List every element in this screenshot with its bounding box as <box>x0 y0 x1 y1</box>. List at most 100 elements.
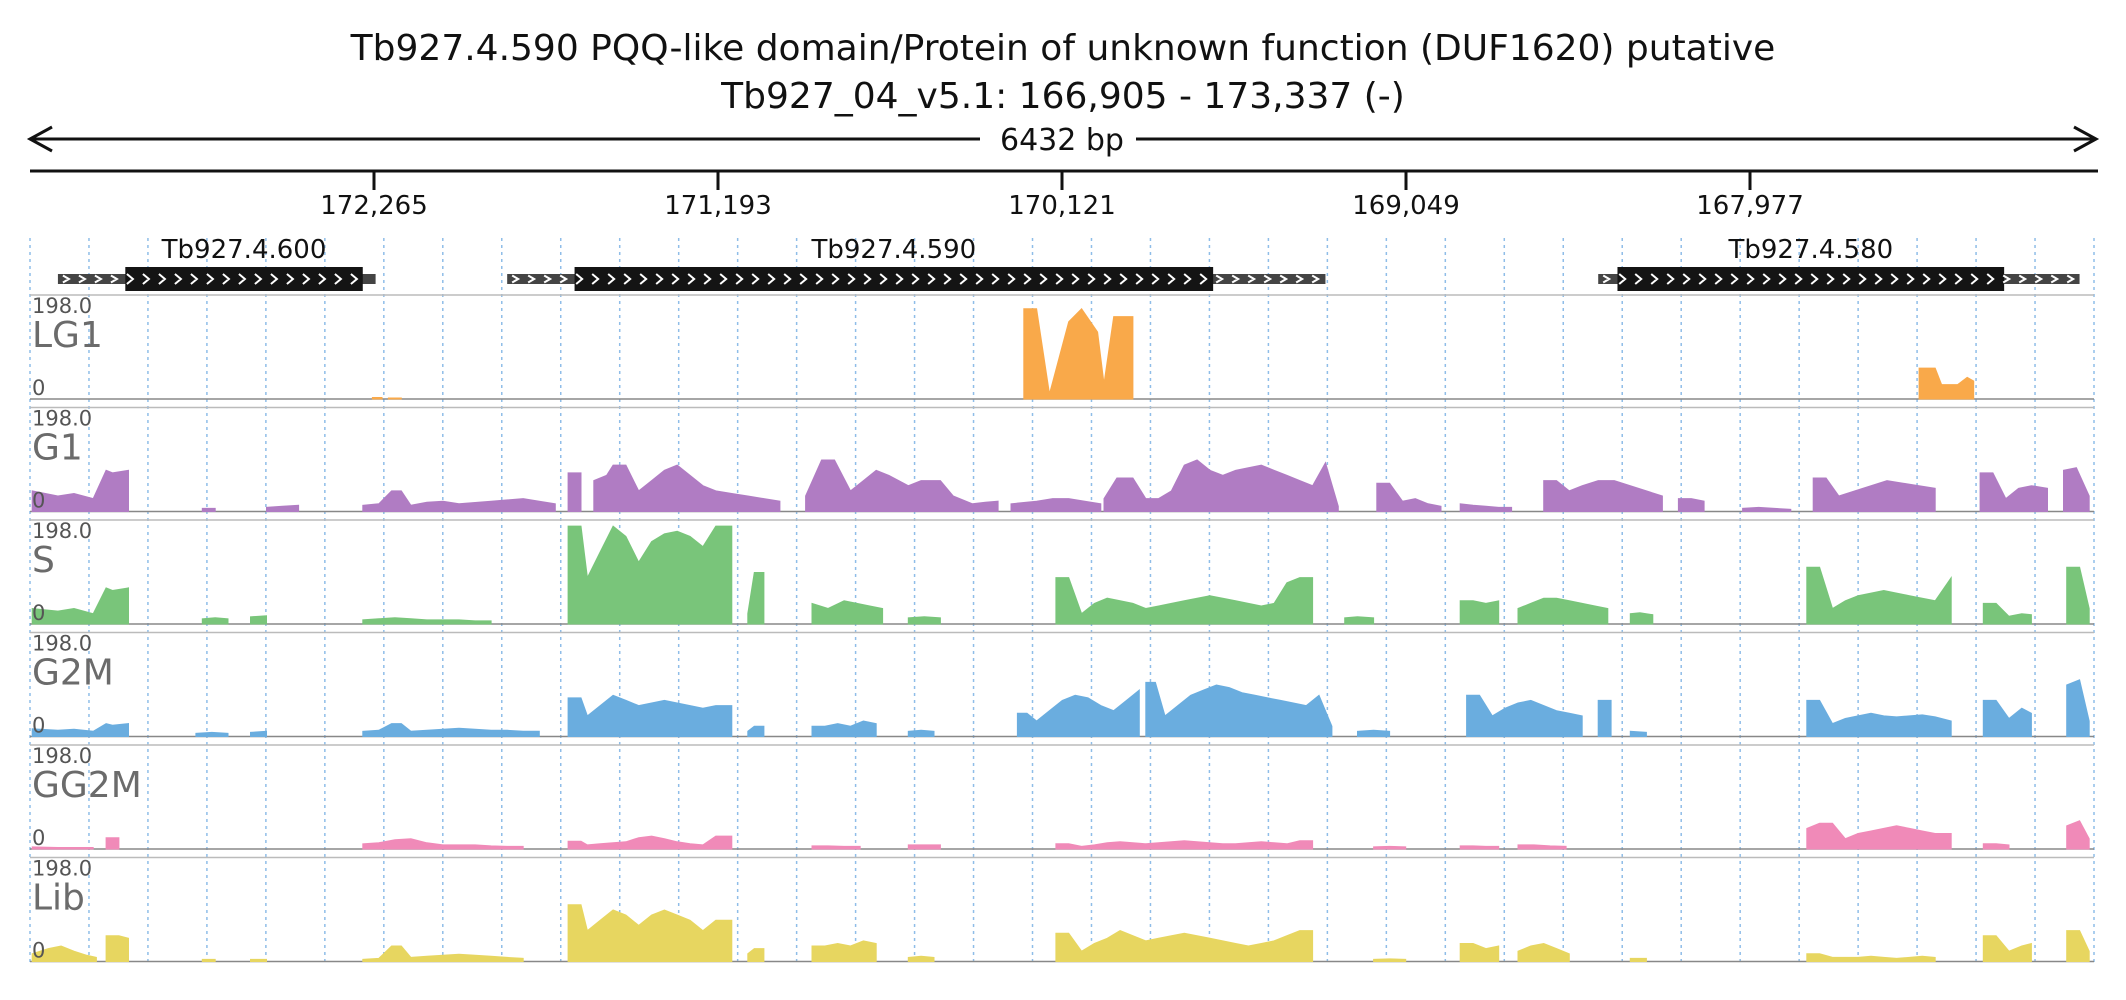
ruler-tick-label: 169,049 <box>1352 191 1460 221</box>
track-ymax-label: 198.0 <box>32 632 92 656</box>
track-name: G1 <box>32 428 83 469</box>
coverage-segment <box>250 615 267 625</box>
track-ymax-label: 198.0 <box>32 857 92 881</box>
track-ymin-label: 0 <box>32 826 45 850</box>
track-name: Lib <box>32 878 85 919</box>
track-ymin-label: 0 <box>32 489 45 513</box>
coverage-segment <box>1979 472 2048 512</box>
gene-strand-arrows <box>62 273 359 285</box>
coverage-segment <box>907 844 941 850</box>
coverage-segment <box>1459 503 1513 512</box>
coverage-segment <box>1677 498 1705 512</box>
coverage-segment <box>1010 498 1102 512</box>
figure-title: Tb927.4.590 PQQ-like domain/Protein of u… <box>350 28 1776 69</box>
coverage-segment <box>362 838 524 850</box>
track-ymin-label: 0 <box>32 939 45 963</box>
coverage-segment <box>1373 845 1407 850</box>
coverage-segment <box>805 459 999 512</box>
coverage-segment <box>31 945 97 962</box>
coverage-segment <box>811 600 884 625</box>
coverage-segment <box>1357 729 1391 737</box>
coverage-segment <box>1543 480 1663 512</box>
coverage-segment <box>1982 602 2032 625</box>
track-ymax-label: 198.0 <box>32 519 92 543</box>
coverage-segment <box>201 507 216 512</box>
coverage-segment <box>1806 822 1952 850</box>
coverage-segment <box>1023 308 1134 400</box>
coverage-segment <box>201 617 229 625</box>
coverage-segment <box>1376 482 1442 512</box>
track-s: 198.0 0 S <box>30 519 2094 625</box>
coverage-segment <box>811 845 861 850</box>
coverage-segment <box>1016 689 1140 737</box>
coverage-segment <box>567 472 582 512</box>
gene-strand-arrows <box>511 273 1321 285</box>
track-ymin-label: 0 <box>32 601 45 625</box>
gene-strand-arrows <box>1602 273 2076 285</box>
coverage-segment <box>1597 699 1612 737</box>
coverage-segment <box>747 948 765 962</box>
coverage-segment <box>31 723 129 737</box>
coverage-segment <box>567 835 733 850</box>
coverage-segment <box>2066 566 2090 625</box>
coverage-segment <box>2066 930 2090 962</box>
span-length-label: 6432 bp <box>1000 123 1124 158</box>
span-arrow <box>26 125 2100 153</box>
coverage-segment <box>1629 957 1647 962</box>
ruler-tick-label: 171,193 <box>664 191 772 221</box>
track-name: G2M <box>32 653 114 694</box>
coverage-segment <box>907 955 935 962</box>
track-gg2m: 198.0 0 GG2M <box>30 744 2094 850</box>
coverage-segment <box>1517 597 1609 625</box>
track-name: S <box>32 540 55 581</box>
coverage-tracks: 198.00LG1198.00G1198.00S198.00G2M198.00G… <box>30 294 2094 963</box>
gene-label: Tb927.4.590 <box>810 235 976 265</box>
coverage-segment <box>1373 958 1407 962</box>
track-lg1: 198.0 0 LG1 <box>30 294 2094 400</box>
track-name: GG2M <box>32 765 142 806</box>
track-g2m: 198.0 0 G2M <box>30 632 2094 738</box>
coverage-segment <box>747 572 765 625</box>
coverage-segment <box>105 935 129 962</box>
track-ymax-label: 198.0 <box>32 744 92 768</box>
gene-cds <box>574 267 1214 291</box>
coverage-segment <box>1982 699 2032 737</box>
figure-subtitle: Tb927_04_v5.1: 166,905 - 173,337 (-) <box>720 76 1405 117</box>
coverage-segment <box>362 617 492 625</box>
track-ymin-label: 0 <box>32 376 45 400</box>
ruler-ticks: 172,265 171,193 170,121 169,049 167,977 <box>320 171 1804 221</box>
ruler-tick-label: 167,977 <box>1696 191 1804 221</box>
coverage-segment <box>250 730 267 737</box>
coverage-segment <box>201 958 216 962</box>
coverage-segment <box>1806 953 1936 962</box>
coverage-segment <box>362 490 556 512</box>
coverage-segment <box>1629 730 1647 737</box>
coverage-segment <box>567 904 733 962</box>
coverage-segment <box>2066 820 2090 850</box>
coverage-segment <box>250 958 267 962</box>
coverage-segment <box>1806 566 1952 625</box>
coverage-segment <box>362 945 524 962</box>
coverage-segment <box>1055 840 1314 850</box>
coverage-segment <box>811 720 877 737</box>
ruler-tick-label: 170,121 <box>1008 191 1116 221</box>
coverage-segment <box>2066 679 2090 737</box>
coverage-segment <box>747 725 765 737</box>
coverage-segment <box>593 464 781 512</box>
coverage-segment <box>567 525 733 625</box>
coverage-segment <box>1459 845 1500 850</box>
gene-label: Tb927.4.580 <box>1727 235 1893 265</box>
gene-cds <box>1617 267 2005 291</box>
gene-annotation-track: Tb927.4.600 Tb927.4.590 Tb927.4.580 <box>57 235 2080 291</box>
coverage-segment <box>31 587 129 625</box>
track-name: LG1 <box>32 315 103 356</box>
coverage-segment <box>1742 506 1792 512</box>
coverage-segment <box>1918 367 1975 400</box>
coverage-segment <box>1982 935 2032 962</box>
coverage-segment <box>195 731 229 737</box>
ruler-tick-label: 172,265 <box>320 191 428 221</box>
track-ymin-label: 0 <box>32 714 45 738</box>
gene-label: Tb927.4.600 <box>161 235 327 265</box>
coverage-segment <box>907 729 935 737</box>
